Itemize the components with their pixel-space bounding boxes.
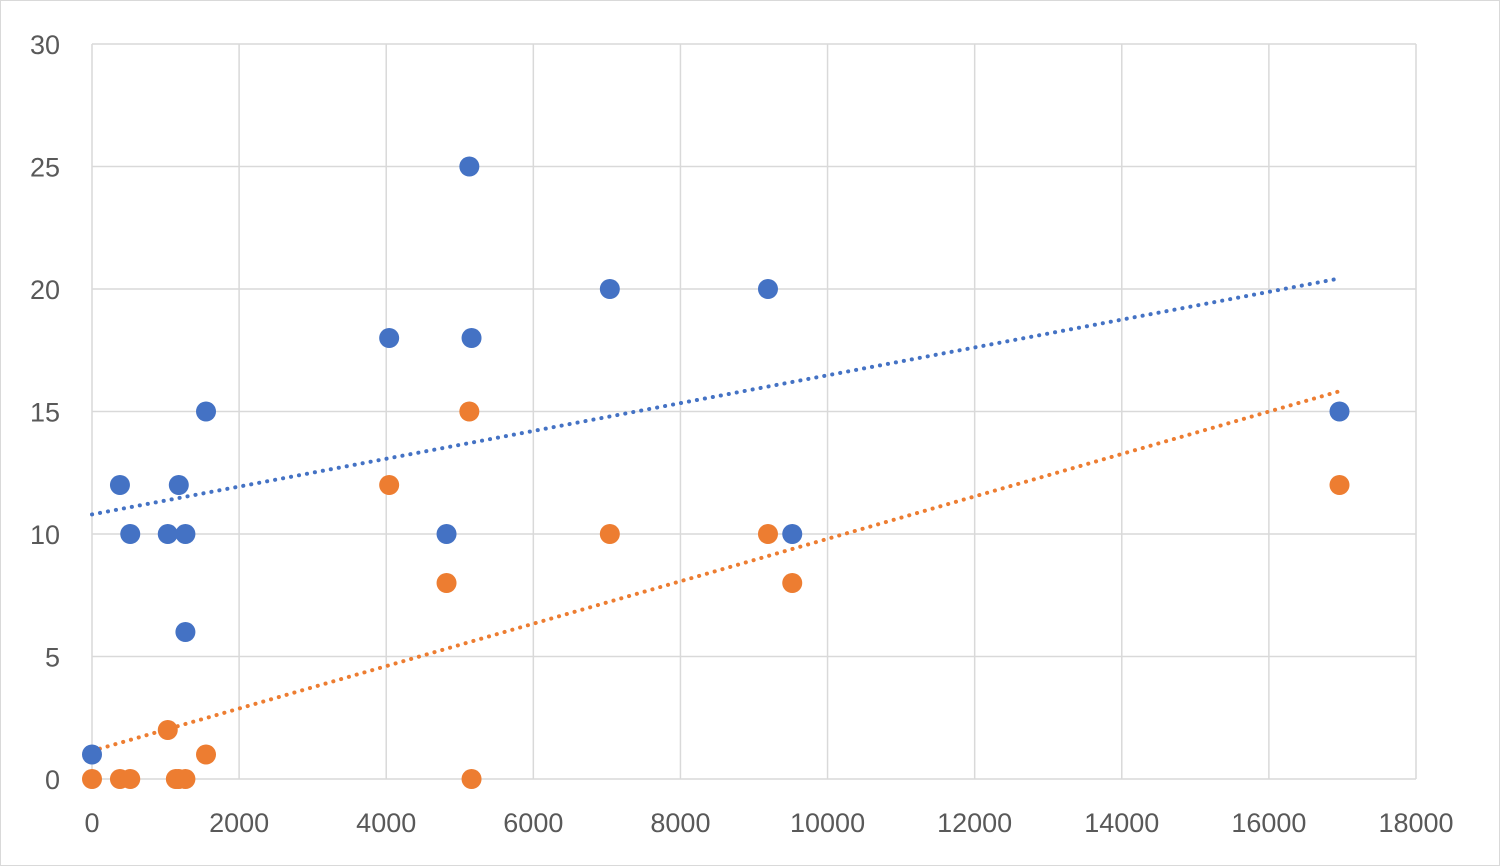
y-axis-tick-labels: 0 5 10 15 20 25 30 [30,30,60,795]
data-point-series-2 [1329,475,1350,495]
horizontal-gridlines [92,43,1416,780]
x-tick-label: 18000 [1378,808,1453,838]
x-tick-label: 4000 [356,808,416,838]
data-point-series-1 [168,475,189,495]
x-tick-label: 8000 [650,808,710,838]
data-point-series-2 [782,573,803,593]
y-tick-label: 10 [30,520,60,550]
data-point-series-1 [175,622,196,642]
data-point-series-2 [120,769,141,789]
y-tick-label: 5 [45,643,60,673]
data-point-series-2 [459,401,480,422]
y-tick-label: 25 [30,153,60,183]
x-tick-label: 2000 [209,808,269,838]
data-point-series-1 [461,328,482,348]
trendlines [90,276,1342,753]
data-point-series-2 [379,475,400,495]
data-point-series-1 [599,279,620,299]
x-tick-label: 14000 [1084,808,1159,838]
data-point-series-1 [379,328,400,348]
data-point-series-1 [109,475,130,495]
x-tick-label: 0 [84,808,99,838]
data-point-series-1 [436,524,457,544]
x-tick-label: 6000 [503,808,563,838]
x-tick-label: 16000 [1231,808,1306,838]
y-tick-label: 30 [30,30,60,60]
data-point-series-2 [175,769,196,789]
data-point-series-1 [782,524,803,544]
data-point-series-2 [599,524,620,544]
data-point-series-2 [757,524,778,544]
y-tick-label: 15 [30,398,60,428]
data-points [82,156,1350,789]
data-point-series-1 [757,279,778,299]
data-point-series-1 [120,524,141,544]
x-tick-label: 12000 [937,808,1012,838]
data-point-series-2 [436,573,457,593]
x-axis-tick-labels: 0 2000 4000 6000 8000 10000 12000 14000 16000 180… [84,808,1453,838]
x-tick-label: 10000 [790,808,865,838]
data-point-series-1 [82,744,102,765]
data-point-series-1 [196,401,217,422]
data-point-series-2 [157,720,178,740]
y-tick-label: 20 [30,275,60,305]
data-point-series-1 [459,156,480,177]
data-point-series-1 [1329,401,1350,422]
data-point-series-2 [461,769,482,789]
trendline-series-2 [90,389,1342,753]
data-point-series-1 [175,524,196,544]
data-point-series-1 [157,524,178,544]
trendline-series-1 [90,276,1342,517]
data-point-series-2 [196,744,217,765]
y-tick-label: 0 [45,765,60,795]
data-point-series-2 [82,769,102,789]
